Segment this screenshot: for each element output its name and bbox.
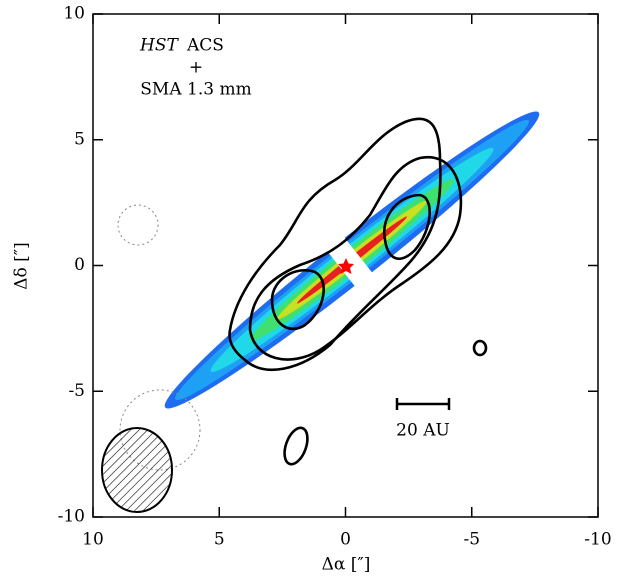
annotation: HST <box>139 36 179 56</box>
x-tick-label: -10 <box>584 530 611 550</box>
annotation: ACS <box>186 36 224 56</box>
annotation: SMA 1.3 mm <box>140 80 251 100</box>
x-tick-label: 0 <box>340 530 351 550</box>
y-tick-label: 5 <box>74 129 85 149</box>
disk <box>164 111 540 409</box>
scale-bar <box>395 398 451 410</box>
annotation: + <box>189 58 203 78</box>
contours <box>228 117 488 466</box>
y-tick-label: 0 <box>74 255 85 275</box>
star <box>338 258 354 274</box>
x-tick-label: 10 <box>82 530 104 550</box>
beam <box>101 427 173 513</box>
x-tick-label: -5 <box>463 530 480 550</box>
y-axis-label: Δδ [″] <box>12 242 32 290</box>
annotation: 20 AU <box>396 421 450 441</box>
y-tick-label: 10 <box>63 4 85 24</box>
x-tick-label: 5 <box>214 530 225 550</box>
image <box>101 111 540 513</box>
y-tick-label: -5 <box>68 381 85 401</box>
noise-contours <box>117 204 201 471</box>
y-tick-label: -10 <box>58 507 85 527</box>
x-axis-label: Δα [″] <box>322 555 371 575</box>
